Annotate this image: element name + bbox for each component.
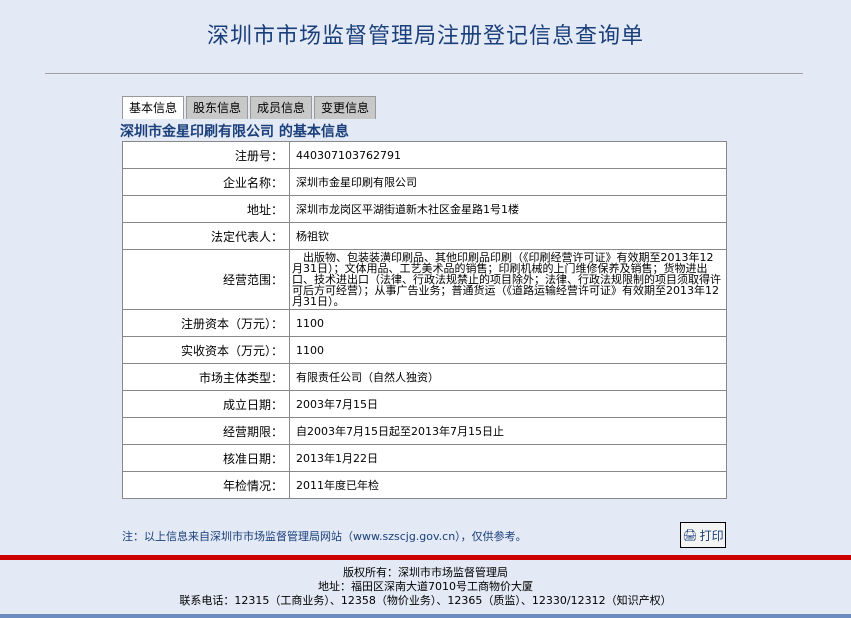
table-row: 年检情况： 2011年度已年检 (122, 471, 727, 499)
field-value: 1100 (289, 309, 727, 337)
info-table: 注册号： 440307103762791 企业名称： 深圳市金星印刷有限公司 地址： 深圳… (122, 141, 727, 499)
table-row: 市场主体类型： 有限责任公司（自然人独资） (122, 363, 727, 391)
field-label: 核准日期： (122, 444, 290, 472)
field-value: 2003年7月15日 (289, 390, 727, 418)
field-label: 实收资本（万元）： (122, 336, 290, 364)
field-label: 法定代表人： (122, 222, 290, 250)
table-row: 企业名称： 深圳市金星印刷有限公司 (122, 168, 727, 196)
field-value: 出版物、包装装潢印刷品、其他印刷品印刷（《印刷经营许可证》有效期至2013年12… (289, 249, 727, 310)
field-value: 有限责任公司（自然人独资） (289, 363, 727, 391)
printer-icon: 🖨 (682, 528, 698, 542)
footer-copyright: 版权所有：深圳市市场监督管理局 (343, 566, 508, 579)
field-value: 2011年度已年检 (289, 471, 727, 499)
section-title: 深圳市金星印刷有限公司 的基本信息 (120, 124, 349, 140)
table-row: 注册资本（万元）： 1100 (122, 309, 727, 337)
field-label: 注册号： (122, 141, 290, 169)
field-label: 市场主体类型： (122, 363, 290, 391)
field-value: 440307103762791 (289, 141, 727, 169)
field-label: 年检情况： (122, 471, 290, 499)
source-note: 注：以上信息来自深圳市市场监督管理局网站（www.szscjg.gov.cn），… (122, 530, 527, 543)
table-row: 注册号： 440307103762791 (122, 141, 727, 169)
table-row: 经营期限： 自2003年7月15日起至2013年7月15日止 (122, 417, 727, 445)
tab-member-info[interactable]: 成员信息 (250, 96, 313, 119)
red-divider (0, 555, 851, 560)
field-value: 2013年1月22日 (289, 444, 727, 472)
footer-phone: 联系电话：12315（工商业务）、12358（物价业务）、12365（质监）、1… (179, 594, 672, 607)
print-label: 打印 (699, 528, 724, 543)
page-title: 深圳市市场监督管理局注册登记信息查询单 (206, 24, 644, 49)
field-label: 经营期限： (122, 417, 290, 445)
field-value: 自2003年7月15日起至2013年7月15日止 (289, 417, 727, 445)
divider (45, 73, 803, 74)
table-row: 经营范围： 出版物、包装装潢印刷品、其他印刷品印刷（《印刷经营许可证》有效期至2… (122, 249, 727, 310)
field-value: 深圳市金星印刷有限公司 (289, 168, 727, 196)
print-button[interactable]: 🖨 打印 (680, 522, 726, 548)
field-label: 经营范围： (122, 249, 290, 310)
field-value: 杨祖钦 (289, 222, 727, 250)
table-row: 成立日期： 2003年7月15日 (122, 390, 727, 418)
field-label: 企业名称： (122, 168, 290, 196)
field-value: 深圳市龙岗区平湖街道新木社区金星路1号1楼 (289, 195, 727, 223)
tab-shareholder-info[interactable]: 股东信息 (186, 96, 249, 119)
field-label: 成立日期： (122, 390, 290, 418)
table-row: 实收资本（万元）： 1100 (122, 336, 727, 364)
field-label: 地址： (122, 195, 290, 223)
table-row: 核准日期： 2013年1月22日 (122, 444, 727, 472)
bottom-bar (0, 614, 851, 618)
table-row: 法定代表人： 杨祖钦 (122, 222, 727, 250)
table-row: 地址： 深圳市龙岗区平湖街道新木社区金星路1号1楼 (122, 195, 727, 223)
tab-basic-info[interactable]: 基本信息 (122, 96, 185, 119)
field-label: 注册资本（万元）： (122, 309, 290, 337)
tab-change-info[interactable]: 变更信息 (314, 96, 377, 119)
tab-bar: 基本信息 股东信息 成员信息 变更信息 (122, 96, 377, 119)
field-value: 1100 (289, 336, 727, 364)
footer-address: 地址：福田区深南大道7010号工商物价大厦 (318, 580, 533, 593)
footer: 版权所有：深圳市市场监督管理局 地址：福田区深南大道7010号工商物价大厦 联系… (0, 566, 851, 608)
